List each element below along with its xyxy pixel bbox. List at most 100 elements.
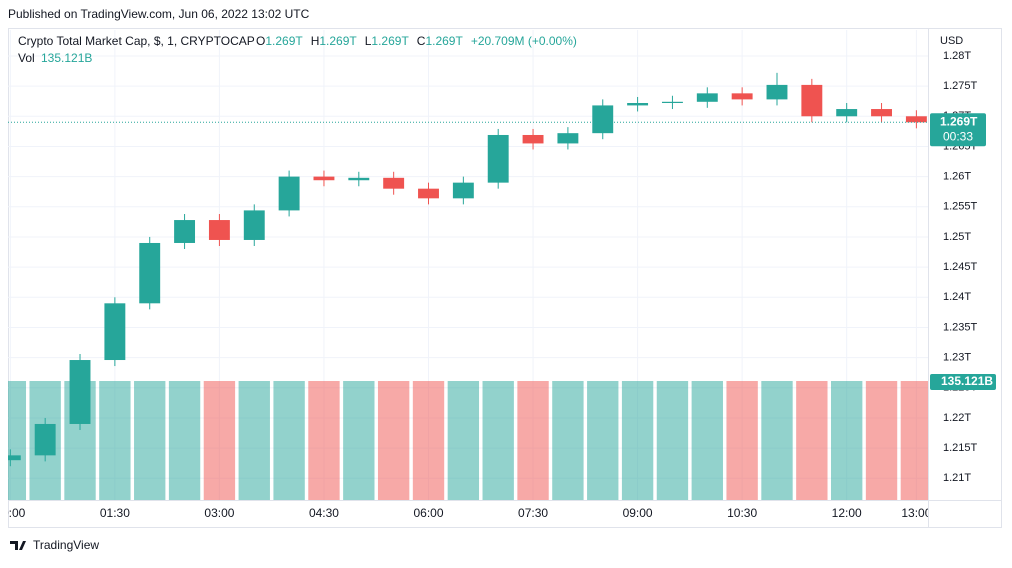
time-axis: 00:00 01:30 03:00 04:30 06:00 07:30 09:00 10:30… <box>0 506 931 520</box>
published-note: Published on TradingView.com, Jun 06, 20… <box>8 7 310 21</box>
volume-bar <box>447 381 480 500</box>
ohlc-value: 1.269T <box>371 34 409 48</box>
ohlc-key: O <box>256 34 265 48</box>
candle-body <box>418 188 439 199</box>
x-tick-label: 13:00 <box>901 506 931 520</box>
candle-body <box>661 101 683 104</box>
x-tick-label: 03:00 <box>204 506 234 520</box>
volume-bar <box>831 381 863 500</box>
x-tick-label: 12:00 <box>832 506 862 520</box>
volume-bar <box>796 381 828 500</box>
y-tick-label: 1.21T <box>943 472 971 484</box>
y-tick-label: 1.215T <box>943 442 978 454</box>
ohlc-key: C <box>417 34 426 48</box>
volume-bar <box>134 381 166 500</box>
volume-bar <box>168 381 201 500</box>
y-tick-label: 1.22T <box>943 412 971 424</box>
candle-body <box>69 360 91 424</box>
volume-bar <box>726 381 758 500</box>
candle-body <box>801 84 823 117</box>
x-tick-label: 06:00 <box>413 506 443 520</box>
y-tick-label: 1.23T <box>943 352 971 364</box>
candle-body <box>905 116 927 123</box>
volume-bar <box>761 381 793 500</box>
logo-mark <box>10 541 26 550</box>
volume-tag-label: 135.121B <box>941 374 993 388</box>
volume-bar <box>691 381 723 500</box>
x-tick-label: 10:30 <box>727 506 757 520</box>
y-tick-label: 1.275T <box>943 80 978 92</box>
volume-bar <box>308 381 340 500</box>
volume-bar <box>412 381 445 500</box>
volume-bar <box>203 381 236 500</box>
volume-bar <box>517 381 549 500</box>
last-price-label: 1.269T <box>940 114 978 128</box>
y-tick-label: 1.235T <box>943 321 978 333</box>
candle-body <box>34 423 56 456</box>
volume-bar <box>621 381 654 500</box>
candle-body <box>8 455 21 461</box>
candle-body <box>522 134 544 144</box>
volume-bar <box>238 381 270 500</box>
volume-bar <box>482 381 514 500</box>
change: +20.709M (+0.00%) <box>471 34 577 48</box>
y-tick-label: 1.245T <box>943 261 978 273</box>
ohlc-key: L <box>365 34 372 48</box>
footer-brand: TradingView <box>33 538 99 552</box>
y-tick-label: 1.24T <box>943 291 971 303</box>
candle-body <box>696 93 718 102</box>
volume-bar <box>900 381 928 500</box>
candle-body <box>592 105 614 134</box>
x-tick-label: 01:30 <box>100 506 130 520</box>
candle-body <box>871 109 892 117</box>
candle-body <box>139 242 161 304</box>
chart-title: Crypto Total Market Cap, $, 1, CRYPTOCAP <box>18 34 255 48</box>
volume-bar <box>343 381 375 500</box>
volume-bar <box>377 381 410 500</box>
candle-body <box>243 210 265 240</box>
volume-bar <box>552 381 584 500</box>
volume-bar <box>273 381 305 500</box>
x-tick-label: 04:30 <box>309 506 339 520</box>
candle-body <box>348 177 370 181</box>
volume-pane <box>8 381 928 500</box>
candle-body <box>104 303 126 361</box>
currency: USD <box>940 35 963 47</box>
volume-bar <box>587 381 619 500</box>
candles <box>8 72 928 467</box>
candle-body <box>487 134 509 183</box>
y-tick-label: 1.26T <box>943 171 971 183</box>
countdown: 00:33 <box>943 129 973 143</box>
y-tick-label: 1.255T <box>943 201 978 213</box>
candle-body <box>208 220 230 240</box>
ohlc-value: 1.269T <box>425 34 463 48</box>
x-tick-label: 09:00 <box>623 506 653 520</box>
candle-body <box>383 177 405 189</box>
volume-value: 135.121B <box>41 51 92 65</box>
chart-frame <box>8 28 1002 528</box>
candle-body <box>313 176 335 181</box>
candle-body <box>766 84 788 100</box>
candle-body <box>627 103 649 106</box>
ohlc-legend: O 1.269T H 1.269T L 1.269T C 1.269T +20.709M (+0… <box>256 34 577 48</box>
candle-body <box>731 93 753 100</box>
volume-tag <box>930 374 996 390</box>
ohlc-key: H <box>311 34 320 48</box>
y-tick-label: 1.25T <box>943 231 971 243</box>
volume-bar <box>99 381 131 500</box>
ohlc-value: 1.269T <box>265 34 303 48</box>
ohlc-value: 1.269T <box>319 34 357 48</box>
logo: TradingView <box>10 538 99 552</box>
volume-bar <box>8 381 27 500</box>
candle-body <box>278 176 300 211</box>
candle-body <box>836 109 858 117</box>
candle-body <box>174 220 196 243</box>
last-price-tag <box>930 113 986 147</box>
x-tick-label: 00:00 <box>0 506 26 520</box>
volume-bar <box>865 381 898 500</box>
y-tick-label: 1.28T <box>943 50 971 62</box>
volume-bar <box>656 381 689 500</box>
candle-body <box>452 182 474 199</box>
